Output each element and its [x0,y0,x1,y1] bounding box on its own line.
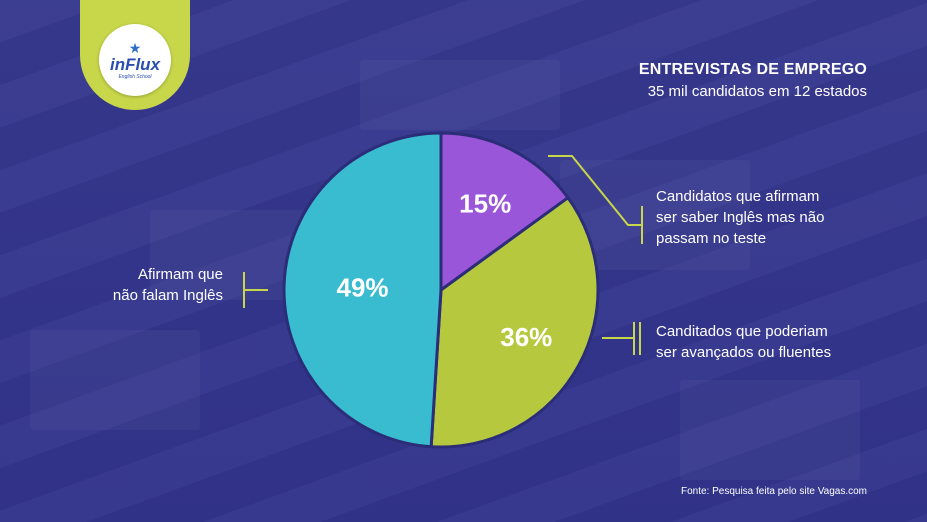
annotation-connectors [243,155,643,355]
annotation-connector [602,322,635,355]
slice-value-label: 36% [500,322,552,352]
chart-title: ENTREVISTAS DE EMPREGO [638,61,867,78]
source-note: Fonte: Pesquisa feita pelo site Vagas.co… [680,486,867,497]
logo-brand: inFlux [109,54,161,74]
annotation-slice-15: Candidatos que afirmam ser saber Inglês … [656,188,825,247]
slice-value-label: 49% [337,273,389,303]
annotation-slice-36: Canditados que poderiam ser avançados ou… [656,323,832,361]
slice-value-labels: 15% 36% 49% [337,188,553,352]
annotation-connector [548,155,642,226]
logo-tagline: English School [118,73,152,80]
chart-subtitle: 35 mil candidatos em 12 estados [647,83,867,100]
annotation-slice-49: Afirmam que não falam Inglês [112,266,223,304]
pie-slices [282,131,600,449]
slice-value-label: 15% [459,188,511,218]
pie-slice-36 [429,195,600,449]
pie-slice-15 [439,131,571,293]
pie-slice-49 [282,131,443,449]
logo[interactable]: ★ inFlux English School [99,24,171,96]
star-icon: ★ [128,39,142,56]
